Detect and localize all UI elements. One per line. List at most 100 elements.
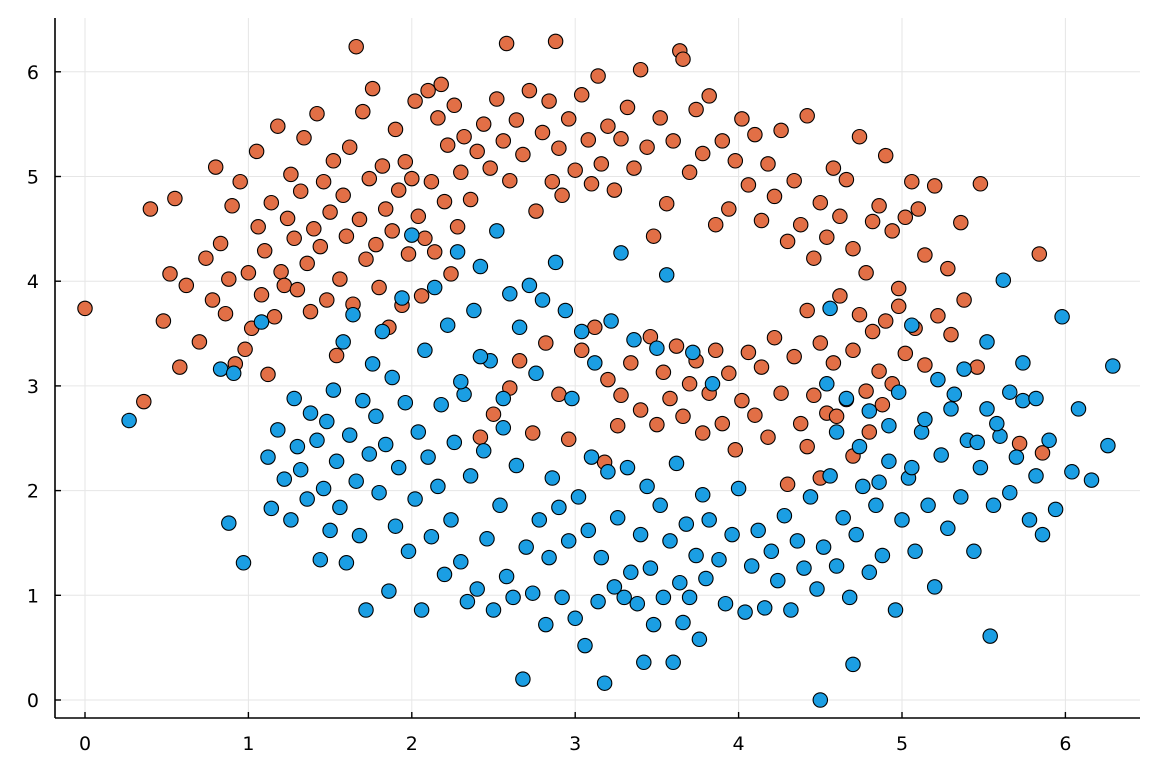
- data-point: [534, 292, 551, 308]
- data-point: [495, 390, 512, 407]
- x-tick-label: 5: [896, 733, 908, 755]
- x-tick-label: 3: [569, 733, 581, 755]
- data-point: [1028, 390, 1044, 407]
- data-point: [198, 250, 214, 266]
- data-point: [672, 574, 688, 591]
- data-point: [623, 355, 639, 371]
- data-point: [495, 420, 512, 436]
- data-point: [508, 457, 525, 474]
- data-point: [351, 211, 368, 228]
- data-point: [541, 549, 557, 566]
- data-point: [724, 526, 740, 543]
- data-point: [806, 250, 822, 266]
- data-point: [1100, 437, 1116, 454]
- data-point: [926, 178, 943, 194]
- x-tick-label: 1: [242, 733, 254, 755]
- data-point: [920, 497, 936, 514]
- data-point: [734, 111, 750, 127]
- data-point: [400, 543, 417, 560]
- data-point: [289, 438, 306, 455]
- data-point: [632, 526, 649, 543]
- data-point: [933, 447, 949, 463]
- y-tick-label: 3: [27, 376, 39, 398]
- data-point: [897, 345, 914, 362]
- data-point: [204, 292, 221, 308]
- data-point: [779, 233, 796, 250]
- data-point: [332, 499, 348, 516]
- x-tick-label: 4: [733, 733, 745, 755]
- data-point: [263, 194, 280, 211]
- data-point: [590, 593, 606, 610]
- data-point: [658, 195, 675, 212]
- data-point: [302, 405, 319, 421]
- data-point: [167, 190, 183, 207]
- data-point: [472, 258, 489, 275]
- data-point: [191, 334, 208, 350]
- data-point: [743, 558, 760, 574]
- data-point: [492, 497, 508, 514]
- data-point: [253, 314, 270, 330]
- data-point: [260, 366, 276, 383]
- data-point: [701, 512, 717, 528]
- data-point: [786, 172, 802, 189]
- data-point: [985, 497, 1002, 514]
- data-point: [453, 554, 469, 570]
- data-point: [433, 76, 449, 93]
- data-point: [564, 390, 580, 407]
- data-point: [315, 480, 332, 497]
- data-point: [1031, 246, 1048, 262]
- data-point: [593, 549, 610, 566]
- data-point: [881, 453, 897, 470]
- data-point: [299, 255, 315, 272]
- data-point: [623, 564, 639, 581]
- data-point: [417, 230, 433, 247]
- data-point: [212, 361, 229, 377]
- data-point: [649, 340, 665, 356]
- data-point: [616, 589, 632, 606]
- data-point: [855, 478, 871, 495]
- data-point: [292, 461, 309, 478]
- data-point: [485, 406, 502, 422]
- data-point: [577, 637, 593, 654]
- data-point: [283, 512, 299, 528]
- data-point: [747, 126, 763, 143]
- y-tick-label: 5: [27, 167, 39, 189]
- data-point: [430, 478, 446, 495]
- data-point: [446, 97, 463, 114]
- data-point: [917, 247, 933, 263]
- data-point: [874, 547, 891, 564]
- data-point: [851, 128, 868, 145]
- data-point: [828, 558, 845, 574]
- data-point: [904, 173, 920, 190]
- data-point: [456, 128, 472, 145]
- data-point: [551, 386, 567, 403]
- data-point: [1015, 355, 1031, 371]
- data-point: [979, 334, 995, 350]
- data-point: [668, 338, 685, 354]
- data-point: [178, 277, 195, 294]
- data-point: [544, 470, 561, 486]
- data-point: [763, 543, 780, 560]
- data-point: [858, 265, 874, 281]
- data-point: [792, 415, 809, 432]
- data-point: [740, 177, 757, 193]
- data-point: [547, 254, 564, 271]
- data-point: [917, 357, 933, 373]
- y-tick-label: 6: [27, 62, 39, 84]
- data-point: [711, 551, 727, 568]
- data-point: [1011, 435, 1028, 452]
- x-tick-label: 6: [1059, 733, 1071, 755]
- data-point: [583, 449, 600, 465]
- data-point: [1064, 464, 1080, 480]
- data-point: [721, 201, 737, 217]
- data-point: [482, 160, 498, 176]
- data-point: [270, 422, 286, 438]
- data-point: [609, 510, 626, 526]
- data-point: [453, 373, 469, 390]
- data-point: [270, 118, 286, 134]
- data-point: [881, 417, 897, 434]
- data-point: [1015, 392, 1031, 409]
- data-point: [348, 38, 364, 55]
- data-point: [423, 528, 440, 545]
- data-point: [940, 520, 956, 537]
